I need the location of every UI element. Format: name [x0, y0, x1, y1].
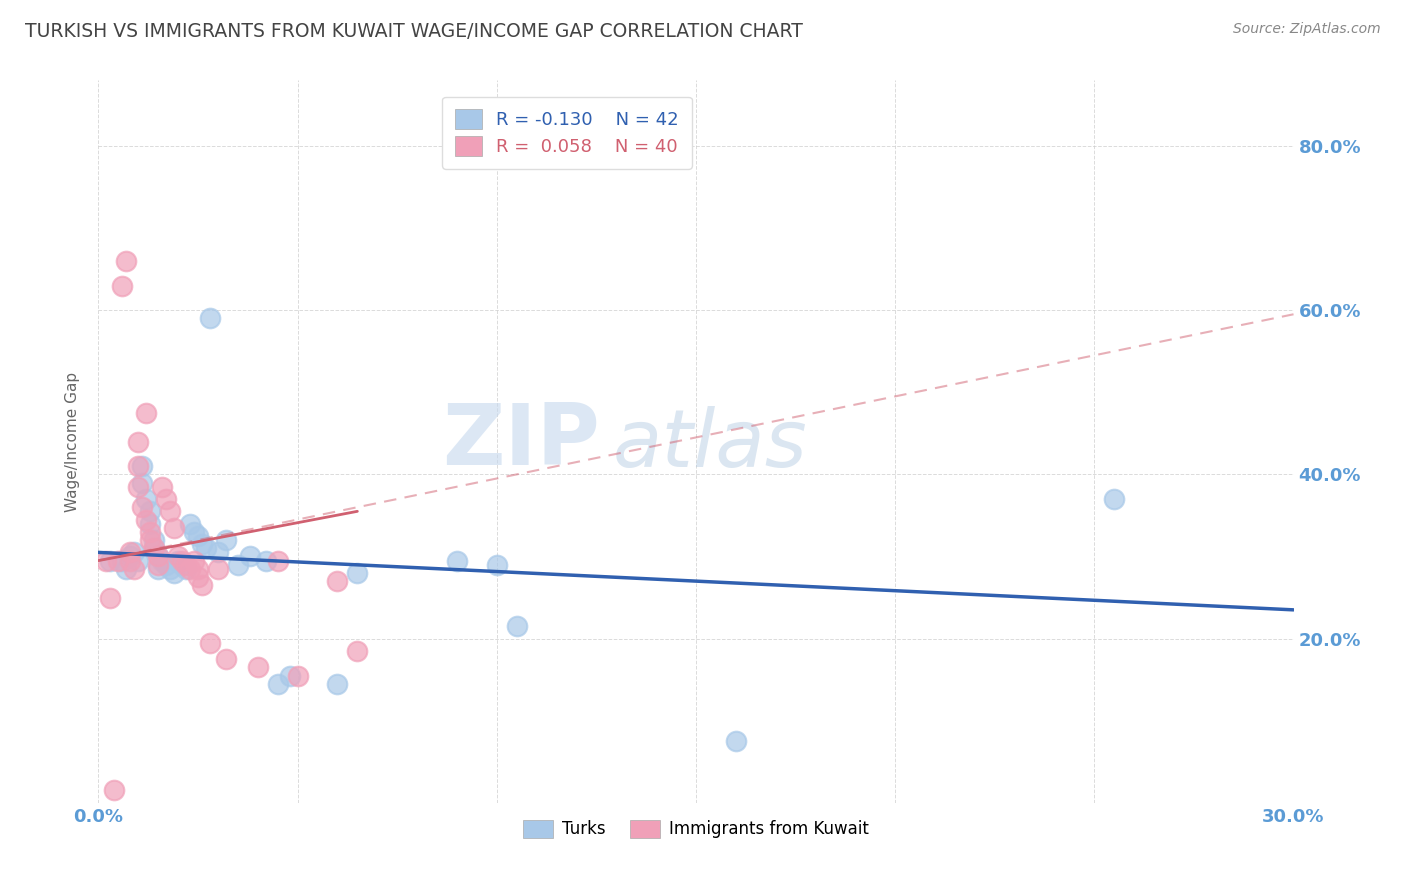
Point: [239, 549, 262, 564]
Point: [172, 553, 194, 567]
Point: [183, 553, 205, 567]
Point: [191, 537, 214, 551]
Point: [150, 480, 173, 494]
Point: [267, 677, 290, 691]
Point: [207, 545, 229, 559]
Point: [163, 566, 186, 580]
Point: [1104, 491, 1126, 506]
Point: [111, 553, 134, 567]
Point: [127, 459, 149, 474]
Point: [131, 459, 153, 474]
Point: [139, 504, 162, 518]
Point: [172, 558, 194, 572]
Point: [506, 619, 529, 633]
Point: [143, 541, 166, 556]
Point: [195, 541, 218, 556]
Point: [187, 562, 209, 576]
Point: [254, 553, 277, 567]
Point: [98, 553, 122, 567]
Point: [287, 668, 309, 682]
Point: [139, 524, 162, 539]
Point: [150, 553, 173, 567]
Point: [215, 533, 238, 547]
Point: [179, 516, 201, 531]
Point: [131, 475, 153, 490]
Point: [148, 558, 170, 572]
Point: [215, 652, 238, 666]
Point: [135, 406, 157, 420]
Point: [135, 491, 157, 506]
Point: [120, 549, 142, 564]
Point: [159, 504, 181, 518]
Point: [226, 558, 249, 572]
Point: [103, 783, 125, 797]
Y-axis label: Wage/Income Gap: Wage/Income Gap: [65, 371, 80, 512]
Point: [131, 500, 153, 515]
Point: [96, 553, 118, 567]
Point: [148, 549, 170, 564]
Legend: Turks, Immigrants from Kuwait: Turks, Immigrants from Kuwait: [517, 813, 875, 845]
Point: [115, 562, 138, 576]
Point: [143, 533, 166, 547]
Point: [207, 562, 229, 576]
Point: [139, 533, 162, 547]
Point: [107, 553, 129, 567]
Point: [174, 558, 197, 572]
Point: [187, 570, 209, 584]
Point: [346, 644, 368, 658]
Point: [120, 545, 142, 559]
Point: [148, 562, 170, 576]
Point: [167, 553, 190, 567]
Point: [98, 591, 122, 605]
Point: [191, 578, 214, 592]
Point: [111, 278, 134, 293]
Point: [326, 677, 349, 691]
Point: [148, 549, 170, 564]
Text: ZIP: ZIP: [443, 400, 600, 483]
Point: [159, 562, 181, 576]
Point: [155, 491, 177, 506]
Point: [198, 636, 221, 650]
Point: [115, 253, 138, 268]
Text: TURKISH VS IMMIGRANTS FROM KUWAIT WAGE/INCOME GAP CORRELATION CHART: TURKISH VS IMMIGRANTS FROM KUWAIT WAGE/I…: [25, 22, 803, 41]
Point: [143, 541, 166, 556]
Point: [346, 566, 368, 580]
Point: [174, 562, 197, 576]
Point: [124, 545, 146, 559]
Text: Source: ZipAtlas.com: Source: ZipAtlas.com: [1233, 22, 1381, 37]
Point: [326, 574, 349, 588]
Point: [446, 553, 468, 567]
Point: [127, 434, 149, 449]
Point: [139, 516, 162, 531]
Point: [127, 553, 149, 567]
Point: [167, 549, 190, 564]
Point: [120, 553, 142, 567]
Point: [163, 521, 186, 535]
Point: [127, 480, 149, 494]
Point: [278, 668, 301, 682]
Point: [187, 529, 209, 543]
Point: [155, 558, 177, 572]
Text: atlas: atlas: [613, 406, 807, 484]
Point: [724, 734, 747, 748]
Point: [198, 311, 221, 326]
Point: [246, 660, 269, 674]
Point: [135, 512, 157, 526]
Point: [183, 524, 205, 539]
Point: [124, 562, 146, 576]
Point: [179, 562, 201, 576]
Point: [267, 553, 290, 567]
Point: [485, 558, 508, 572]
